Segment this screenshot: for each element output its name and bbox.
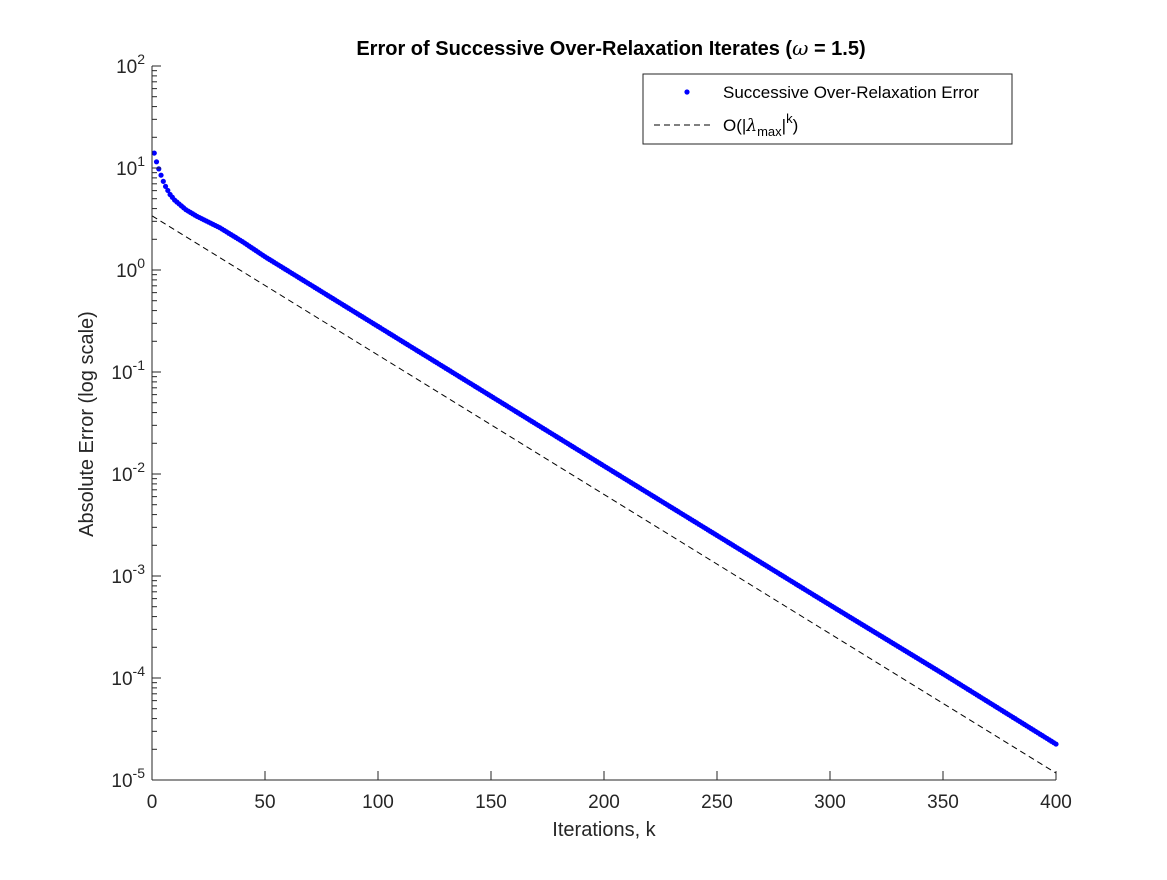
sor-error-point xyxy=(1053,741,1059,747)
series-layer xyxy=(151,150,1059,774)
x-tick-label: 150 xyxy=(475,792,507,813)
x-tick-label: 350 xyxy=(927,792,959,813)
sor-error-point xyxy=(153,159,160,165)
sor-error-point xyxy=(165,187,171,194)
legend-box xyxy=(642,73,1013,145)
y-tick-label: 100 xyxy=(116,255,145,282)
y-tick-label: 10-3 xyxy=(111,561,145,588)
plot-area xyxy=(152,66,1056,780)
sor-error-point xyxy=(160,178,166,184)
sor-error-point xyxy=(151,150,157,156)
sor-error-point xyxy=(156,166,162,172)
x-axis-label: Iterations, k xyxy=(552,819,656,841)
bound-line xyxy=(151,215,1057,774)
y-tick-label: 10-4 xyxy=(111,663,145,690)
chart-title: Error of Successive Over-Relaxation Iter… xyxy=(356,36,865,60)
legend: Successive Over-Relaxation Error O(|λmax… xyxy=(642,73,1013,145)
legend-label-bound: O(|λmax|k) xyxy=(723,111,798,139)
legend-marker-sor-error xyxy=(684,89,690,95)
x-tick-label: 50 xyxy=(254,792,275,813)
y-axis-label: Absolute Error (log scale) xyxy=(76,311,98,537)
y-tick-label: 10-5 xyxy=(111,765,145,792)
x-tick-label: 200 xyxy=(588,792,620,813)
sor-error-point xyxy=(162,183,169,190)
x-tick-label: 0 xyxy=(147,792,158,813)
x-tick-label: 300 xyxy=(814,792,846,813)
x-tick-label: 100 xyxy=(362,792,394,813)
y-tick-label: 102 xyxy=(116,51,145,78)
x-tick-label: 250 xyxy=(701,792,733,813)
y-tick-label: 10-2 xyxy=(111,459,145,486)
axes: 0 50 100 150 200 250 300 350 400 102 101 100 10-1 10-… xyxy=(111,51,1071,813)
sor-error-point xyxy=(158,172,164,178)
legend-label-sor-error: Successive Over-Relaxation Error xyxy=(723,83,979,102)
x-tick-label: 400 xyxy=(1040,792,1072,813)
axes-background xyxy=(152,66,1056,780)
y-tick-label: 101 xyxy=(116,153,145,180)
y-tick-label: 10-1 xyxy=(111,357,145,384)
